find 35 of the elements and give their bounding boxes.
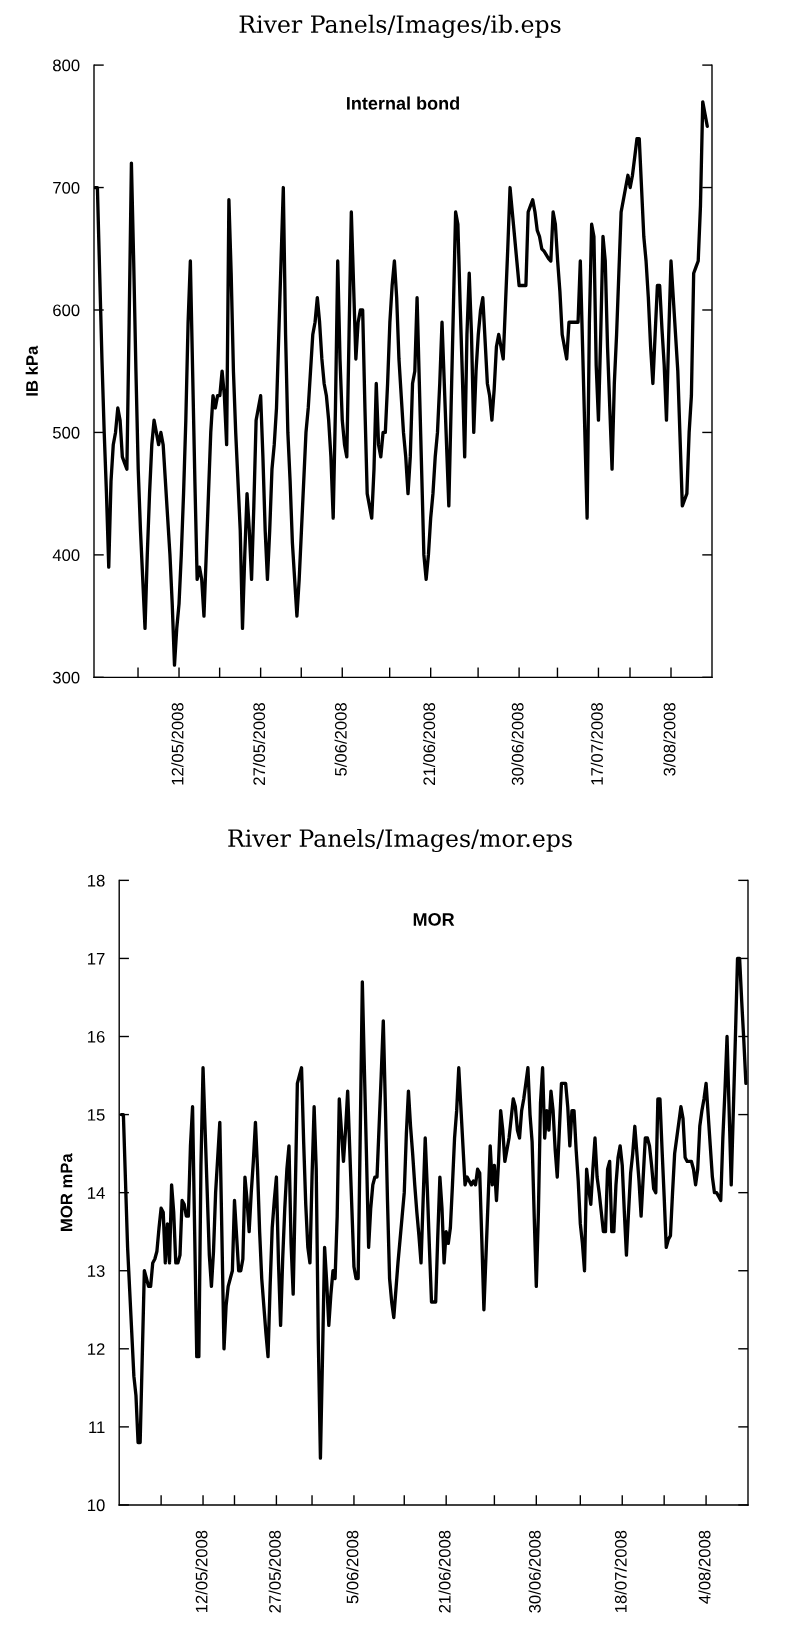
x-tick-label: 12/05/2008 bbox=[195, 1530, 208, 1613]
y-tick-label: 600 bbox=[53, 304, 80, 317]
x-tick-label: 3/08/2008 bbox=[663, 703, 676, 776]
x-tick-label: 5/06/2008 bbox=[334, 703, 347, 776]
x-tick-label: 5/06/2008 bbox=[346, 1530, 359, 1604]
y-tick-label: 10 bbox=[88, 1499, 105, 1512]
x-tick-label: 27/05/2008 bbox=[252, 703, 266, 785]
y-tick-label: 15 bbox=[88, 1109, 105, 1121]
y-tick-label: 800 bbox=[53, 59, 80, 72]
text: River Panels/Images/ib.eps bbox=[239, 14, 561, 38]
x-tick-label: 12/05/2008 bbox=[171, 703, 184, 785]
x-tick-label: 4/08/2008 bbox=[698, 1530, 711, 1604]
y-tick-label: 400 bbox=[52, 549, 80, 562]
text: River Panels/Images/mor.eps bbox=[228, 828, 572, 853]
y-tick-label: 18 bbox=[88, 874, 105, 887]
text: Internal bond bbox=[347, 96, 459, 110]
x-tick-label: 30/06/2008 bbox=[528, 1530, 541, 1613]
x-tick-label: 21/06/2008 bbox=[422, 703, 436, 785]
x-tick-label: 18/07/2008 bbox=[614, 1530, 627, 1613]
y-tick-label: 11 bbox=[89, 1421, 105, 1433]
y-axis-title: MOR mPa bbox=[60, 1153, 73, 1231]
y-tick-label: 17 bbox=[88, 953, 105, 965]
y-tick-label: 12 bbox=[88, 1343, 105, 1355]
x-tick-label: 17/07/2008 bbox=[590, 703, 603, 785]
y-tick-label: 300 bbox=[52, 671, 80, 684]
y-tick-label: 14 bbox=[88, 1187, 105, 1199]
x-tick-label: 30/06/2008 bbox=[511, 703, 524, 786]
y-axis-title: IB kPa bbox=[25, 345, 38, 396]
text: MOR bbox=[413, 913, 455, 926]
x-tick-label: 21/06/2008 bbox=[438, 1530, 451, 1613]
y-tick-label: 16 bbox=[88, 1030, 105, 1043]
y-tick-label: 500 bbox=[52, 426, 80, 439]
y-tick-label: 700 bbox=[53, 181, 80, 194]
y-tick-label: 13 bbox=[88, 1265, 105, 1277]
x-tick-label: 27/05/2008 bbox=[268, 1530, 281, 1613]
